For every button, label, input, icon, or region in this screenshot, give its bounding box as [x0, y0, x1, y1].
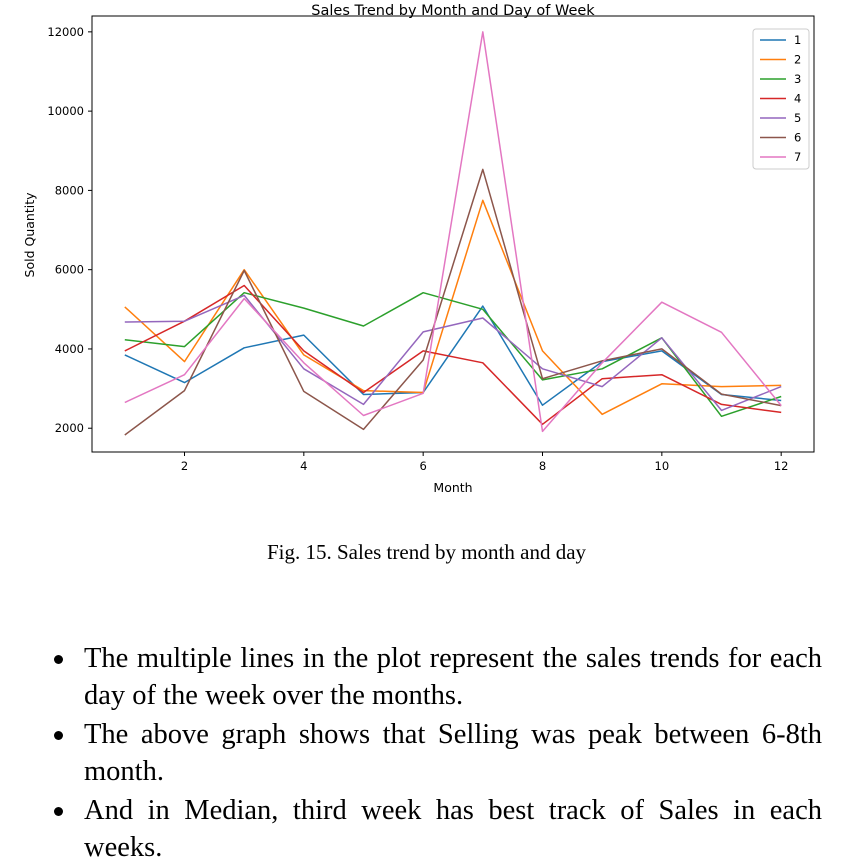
bullet-text: And in Median, third week has best track…	[84, 795, 822, 863]
bullet-list: The multiple lines in the plot represent…	[52, 640, 822, 868]
bullet-item: The above graph shows that Selling was p…	[52, 716, 822, 790]
chart-title: Sales Trend by Month and Day of Week	[311, 3, 595, 19]
x-tick-label: 6	[420, 459, 427, 473]
line-chart: Sales Trend by Month and Day of Week 200…	[22, 3, 815, 495]
bullet-item: And in Median, third week has best track…	[52, 792, 822, 866]
legend-label: 4	[794, 92, 801, 106]
y-axis: 2000 4000 6000 8000 10000 12000	[47, 25, 92, 435]
x-tick-label: 12	[774, 459, 789, 473]
bullet-text: The multiple lines in the plot represent…	[84, 643, 822, 711]
series-line-6	[124, 168, 782, 436]
bullet-icon	[54, 731, 63, 740]
y-tick-label: 8000	[55, 183, 84, 197]
y-tick-label: 2000	[55, 421, 84, 435]
bullet-icon	[54, 655, 63, 664]
series-line-7	[124, 31, 782, 433]
figure-caption: Fig. 15. Sales trend by month and day	[266, 540, 587, 564]
x-tick-label: 10	[655, 459, 670, 473]
chart-legend: 1 2 3 4 5 6 7	[752, 28, 810, 170]
x-axis-label: Month	[433, 480, 472, 495]
y-tick-label: 12000	[47, 25, 84, 39]
y-tick-label: 10000	[47, 104, 84, 118]
y-tick-label: 6000	[55, 263, 84, 277]
legend-label: 2	[794, 53, 801, 67]
series-lines	[124, 31, 782, 436]
x-axis: 2 4 6 8 10 12	[181, 452, 789, 473]
legend-label: 6	[794, 131, 801, 145]
legend-label: 7	[794, 150, 801, 164]
legend-label: 3	[794, 72, 801, 86]
series-line-5	[124, 294, 782, 412]
bullet-text: The above graph shows that Selling was p…	[84, 719, 822, 787]
y-axis-label: Sold Quantity	[22, 192, 37, 278]
y-tick-label: 4000	[55, 342, 84, 356]
series-line-2	[124, 199, 782, 416]
x-tick-label: 2	[181, 459, 188, 473]
bullet-icon	[54, 807, 63, 816]
series-line-4	[124, 284, 782, 426]
chart-figure: Sales Trend by Month and Day of Week 200…	[22, 3, 815, 495]
legend-label: 1	[794, 33, 801, 47]
series-line-1	[124, 305, 782, 406]
legend-label: 5	[794, 111, 801, 125]
plot-frame	[91, 15, 815, 453]
x-tick-label: 4	[300, 459, 307, 473]
x-tick-label: 8	[539, 459, 546, 473]
bullet-item: The multiple lines in the plot represent…	[52, 640, 822, 714]
